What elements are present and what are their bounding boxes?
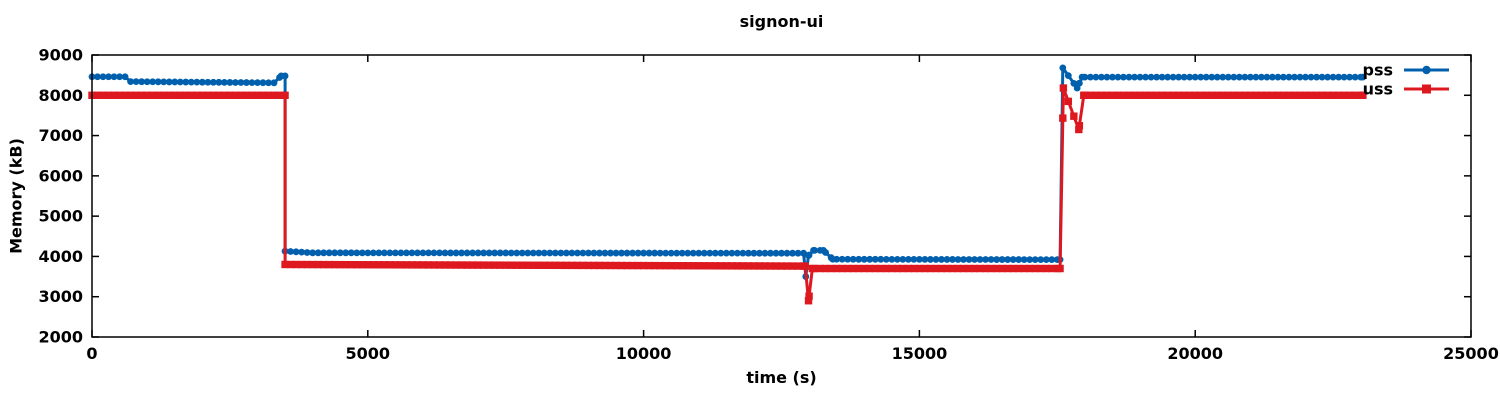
- series-line: [92, 66, 1363, 279]
- legend-entry-pss: pss: [1363, 61, 1449, 80]
- x-tick-label: 5000: [346, 344, 391, 363]
- x-tick-label: 25000: [1443, 344, 1499, 363]
- series-markers: [88, 84, 1367, 305]
- x-tick-labels: 0 5000 10000 15000 20000 25000: [86, 344, 1498, 363]
- y-tick-labels: 2000 3000 4000 5000 6000 7000 8000 9000: [38, 46, 83, 347]
- x-tick-label: 0: [86, 344, 97, 363]
- x-tick-label: 20000: [1167, 344, 1223, 363]
- legend-marker-circle: [1422, 65, 1431, 75]
- y-tick-label: 9000: [38, 46, 83, 65]
- series-uss: [88, 84, 1367, 305]
- plot-border: [91, 54, 1472, 338]
- y-tick-label: 8000: [38, 86, 83, 105]
- legend-marker-square: [1422, 84, 1431, 94]
- chart-title: signon-ui: [739, 12, 824, 31]
- legend-label-uss: uss: [1363, 80, 1393, 99]
- x-axis-label: time (s): [746, 368, 817, 387]
- y-tick-label: 5000: [38, 207, 83, 226]
- y-tick-label: 3000: [38, 287, 83, 306]
- x-tick-label: 10000: [616, 344, 672, 363]
- x-tick-label: 15000: [892, 344, 948, 363]
- legend-entry-uss: uss: [1363, 80, 1449, 99]
- y-tick-label: 4000: [38, 247, 83, 266]
- y-tick-label: 2000: [38, 328, 83, 347]
- legend-label-pss: pss: [1363, 61, 1394, 80]
- y-tick-label: 7000: [38, 126, 83, 145]
- y-tick-label: 6000: [38, 166, 83, 185]
